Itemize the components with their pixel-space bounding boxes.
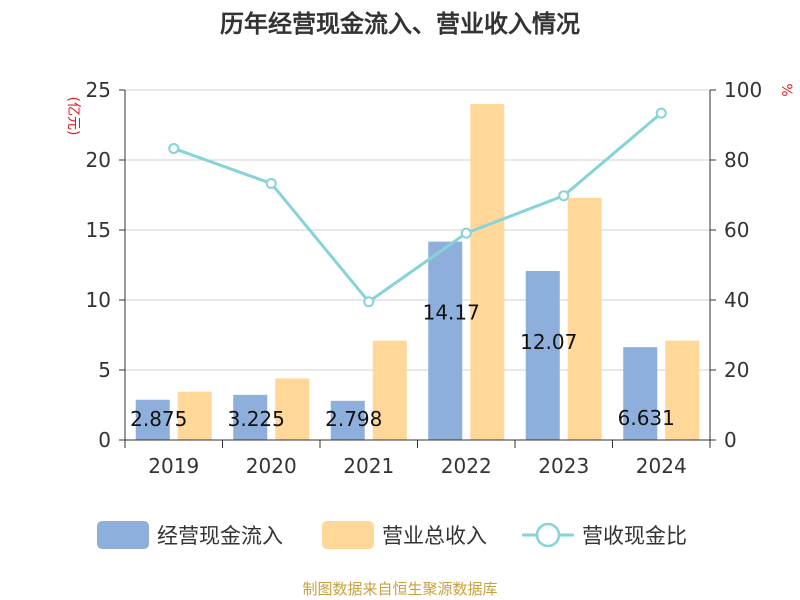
legend-label-revenue: 营业总收入: [382, 524, 487, 548]
right-axis-unit: %: [778, 83, 794, 96]
left-tick-label: 0: [98, 428, 111, 452]
bar-revenue: [177, 391, 212, 440]
left-axis-unit: (亿元): [65, 97, 81, 136]
bar-revenue: [665, 340, 700, 440]
left-tick-label: 5: [98, 358, 111, 382]
bar-cash-inflow: [135, 399, 170, 440]
bar-value-label: 12.07: [520, 330, 577, 354]
x-tick-label: 2019: [148, 454, 199, 478]
bar-value-label: 2.798: [325, 407, 382, 431]
gridlines: [125, 89, 710, 371]
right-tick-label: 40: [724, 288, 749, 312]
left-tick-label: 10: [86, 288, 111, 312]
ratio-line-path: [173, 111, 663, 304]
bar-value-label: 3.225: [228, 407, 285, 431]
bar-cash-inflow: [525, 271, 560, 440]
legend-swatch-cash-inflow: [97, 521, 149, 549]
legend-label-cash-inflow: 经营现金流入: [157, 524, 283, 548]
right-tick-label: 20: [724, 358, 749, 382]
legend: 经营现金流入 营业总收入 营收现金比: [97, 521, 687, 549]
bar-revenue: [567, 197, 602, 440]
bar-cash-inflow: [428, 241, 463, 440]
legend-label-ratio: 营收现金比: [582, 524, 687, 548]
axes: 0 5 10 15 20 25 0 20 40 60 80 100 2019 2020 2021 2022 20…: [86, 78, 763, 478]
legend-marker-ratio: [535, 522, 561, 548]
left-tick-label: 15: [86, 218, 111, 242]
x-tick-label: 2024: [636, 454, 687, 478]
bar-revenue: [372, 340, 407, 440]
chart-title: 历年经营现金流入、营业收入情况: [220, 10, 580, 38]
bar-value-label: 14.17: [423, 301, 480, 325]
data-labels: 2.875 3.225 2.798 14.17 12.07 6.631: [130, 301, 675, 431]
right-tick-label: 100: [724, 78, 762, 102]
legend-swatch-revenue: [322, 521, 374, 549]
bars: [135, 104, 700, 440]
bar-value-label: 6.631: [618, 406, 675, 430]
bar-cash-inflow: [330, 400, 365, 440]
bar-value-label: 2.875: [130, 407, 187, 431]
x-tick-label: 2023: [538, 454, 589, 478]
right-tick-label: 80: [724, 148, 749, 172]
ratio-point: [265, 177, 277, 189]
ratio-point: [655, 107, 667, 119]
ratio-point: [460, 227, 472, 239]
ratio-point: [558, 190, 570, 202]
right-tick-label: 60: [724, 218, 749, 242]
source-note: 制图数据来自恒生聚源数据库: [302, 580, 497, 598]
left-tick-label: 20: [86, 148, 111, 172]
bar-revenue: [275, 378, 310, 440]
x-tick-label: 2022: [441, 454, 492, 478]
ratio-point: [363, 296, 375, 308]
bar-cash-inflow: [233, 394, 268, 440]
left-tick-label: 25: [86, 78, 111, 102]
x-tick-label: 2020: [246, 454, 297, 478]
ratio-line: [168, 107, 667, 308]
bar-revenue: [470, 104, 505, 440]
ratio-point: [168, 142, 180, 154]
x-tick-label: 2021: [343, 454, 394, 478]
right-tick-label: 0: [724, 428, 737, 452]
bar-cash-inflow: [623, 347, 658, 440]
